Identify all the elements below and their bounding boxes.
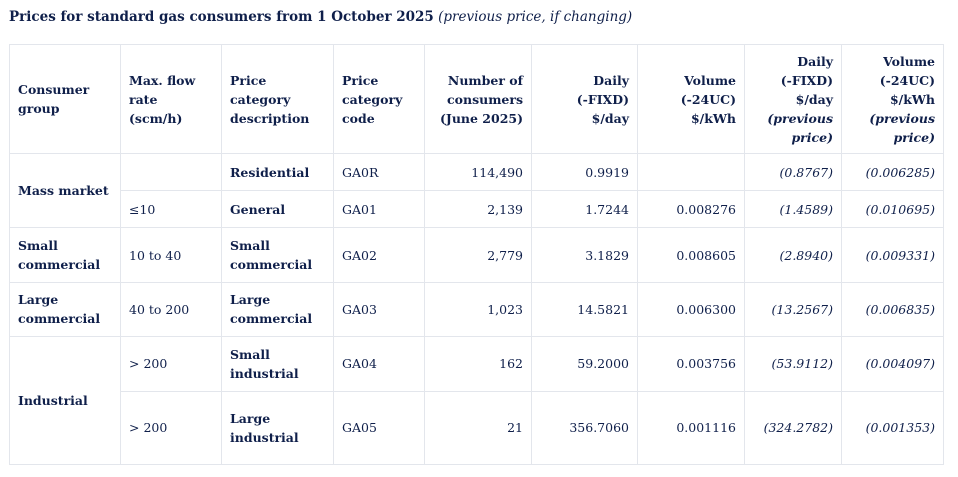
cell-description: Small industrial — [221, 336, 334, 392]
header-category-description: Price category description — [221, 44, 334, 154]
group-mass-market: Mass market — [9, 152, 121, 229]
cell-max-flow — [120, 152, 222, 192]
cell-consumers: 2,139 — [424, 190, 532, 229]
cell-daily-previous: (1.4589) — [744, 190, 842, 229]
cell-volume-previous: (0.001353) — [841, 390, 944, 465]
cell-daily-previous: (2.8940) — [744, 227, 842, 283]
cell-consumers: 114,490 — [424, 152, 532, 192]
cell-code: GA05 — [333, 390, 425, 465]
header-max-flow: Max. flow rate (scm/h) — [120, 44, 222, 154]
cell-consumers: 2,779 — [424, 227, 532, 283]
cell-consumers: 1,023 — [424, 281, 532, 338]
cell-code: GA02 — [333, 227, 425, 283]
cell-consumers: 21 — [424, 390, 532, 465]
header-num-consumers: Number of consumers (June 2025) — [424, 44, 532, 154]
cell-max-flow: 10 to 40 — [120, 227, 222, 283]
cell-volume: 0.008605 — [637, 227, 745, 283]
header-consumer-group: Consumer group — [9, 44, 121, 154]
cell-volume — [637, 152, 745, 192]
cell-daily-previous: (0.8767) — [744, 152, 842, 192]
cell-code: GA01 — [333, 190, 425, 229]
group-industrial: Industrial — [9, 336, 121, 465]
cell-description: Large industrial — [221, 390, 334, 465]
header-row: Consumer group Max. flow rate (scm/h) Pr… — [9, 44, 944, 154]
header-daily-previous: Daily (-FIXD) $/day (previous price) — [744, 44, 842, 154]
cell-max-flow: 40 to 200 — [120, 281, 222, 338]
cell-daily: 1.7244 — [531, 190, 638, 229]
header-volume: Volume (-24UC) $/kWh — [637, 44, 745, 154]
header-volume-previous: Volume (-24UC) $/kWh (previous price) — [841, 44, 944, 154]
table-row: Large commercial 40 to 200 Large commerc… — [9, 281, 944, 338]
cell-daily-previous: (324.2782) — [744, 390, 842, 465]
cell-description: Large commercial — [221, 281, 334, 338]
table-row: Small commercial 10 to 40 Small commerci… — [9, 227, 944, 283]
cell-daily: 0.9919 — [531, 152, 638, 192]
cell-daily-previous: (53.9112) — [744, 336, 842, 392]
cell-volume-previous: (0.006285) — [841, 152, 944, 192]
page-title: Prices for standard gas consumers from 1… — [9, 9, 632, 25]
group-small-commercial: Small commercial — [9, 227, 121, 283]
header-category-code: Price category code — [333, 44, 425, 154]
cell-code: GA04 — [333, 336, 425, 392]
cell-max-flow: > 200 — [120, 390, 222, 465]
table-row: > 200 Large industrial GA05 21 356.7060 … — [10, 390, 944, 465]
cell-volume: 0.003756 — [637, 336, 745, 392]
cell-max-flow: > 200 — [120, 336, 222, 392]
cell-consumers: 162 — [424, 336, 532, 392]
title-main: Prices for standard gas consumers from 1… — [9, 9, 434, 25]
cell-daily: 3.1829 — [531, 227, 638, 283]
cell-description: General — [221, 190, 334, 229]
header-daily: Daily (-FIXD) $/day — [531, 44, 638, 154]
cell-daily: 356.7060 — [531, 390, 638, 465]
table-row: Industrial > 200 Small industrial GA04 1… — [9, 336, 944, 465]
cell-volume-previous: (0.006835) — [841, 281, 944, 338]
cell-volume: 0.001116 — [637, 390, 745, 465]
cell-daily-previous: (13.2567) — [744, 281, 842, 338]
cell-code: GA03 — [333, 281, 425, 338]
group-large-commercial: Large commercial — [9, 281, 121, 338]
gas-prices-table: Consumer group Max. flow rate (scm/h) Pr… — [9, 44, 944, 465]
cell-description: Residential — [221, 152, 334, 192]
cell-daily: 59.2000 — [531, 336, 638, 392]
cell-volume: 0.008276 — [637, 190, 745, 229]
cell-volume: 0.006300 — [637, 281, 745, 338]
cell-volume-previous: (0.010695) — [841, 190, 944, 229]
cell-description: Small commercial — [221, 227, 334, 283]
cell-volume-previous: (0.009331) — [841, 227, 944, 283]
title-note: (previous price, if changing) — [438, 9, 633, 25]
table-row: Mass market Residential GA0R 114,490 0.9… — [9, 152, 944, 229]
cell-code: GA0R — [333, 152, 425, 192]
cell-volume-previous: (0.004097) — [841, 336, 944, 392]
table-row: ≤10 General GA01 2,139 1.7244 0.008276 (… — [10, 190, 944, 229]
cell-daily: 14.5821 — [531, 281, 638, 338]
cell-max-flow: ≤10 — [120, 190, 222, 229]
